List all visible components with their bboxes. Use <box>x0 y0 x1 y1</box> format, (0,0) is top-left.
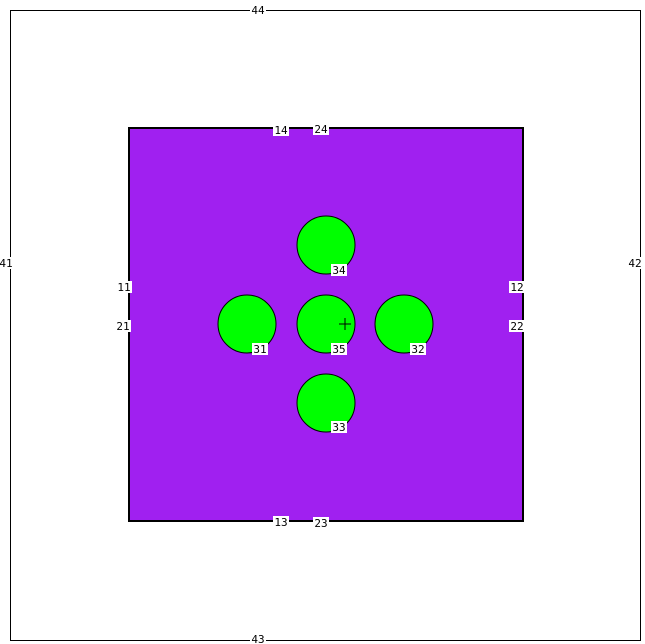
svg-text:34: 34 <box>332 264 346 277</box>
square-label-left-a: 11 <box>116 281 132 294</box>
svg-text:22: 22 <box>510 320 523 333</box>
outer-label-top: 44 <box>250 4 266 17</box>
svg-text:35: 35 <box>332 343 345 356</box>
svg-text:24: 24 <box>314 123 328 136</box>
circle-left <box>217 294 277 354</box>
svg-text:11: 11 <box>117 281 130 294</box>
svg-text:43: 43 <box>251 633 264 644</box>
circle-label-bottom: 33 <box>331 421 347 434</box>
svg-text:14: 14 <box>274 124 288 137</box>
outer-label-left: 41 <box>0 257 14 270</box>
circle-label-right: 32 <box>410 343 426 356</box>
svg-text:23: 23 <box>314 517 327 530</box>
circle-right <box>374 294 434 354</box>
svg-text:32: 32 <box>411 343 424 356</box>
svg-text:41: 41 <box>0 257 13 270</box>
outer-boundary <box>10 10 641 641</box>
square-label-top-a: 14 <box>273 124 289 137</box>
crosshair-icon <box>339 318 351 330</box>
outer-label-bottom: 43 <box>250 633 266 644</box>
outer-label-right: 42 <box>627 257 643 270</box>
square-label-left-b: 21 <box>115 320 131 333</box>
svg-text:21: 21 <box>116 320 129 333</box>
square-label-bottom-b: 23 <box>313 517 329 530</box>
square-label-right-b: 22 <box>509 320 525 333</box>
svg-text:44: 44 <box>251 4 265 17</box>
circle-top <box>296 215 356 275</box>
svg-text:12: 12 <box>510 281 523 294</box>
circle-label-top: 34 <box>331 264 347 277</box>
circle-center <box>296 294 356 354</box>
square-label-top-b: 24 <box>313 123 329 136</box>
square-label-bottom-a: 13 <box>273 516 289 529</box>
circle-label-left: 31 <box>252 343 268 356</box>
svg-text:13: 13 <box>274 516 287 529</box>
svg-text:33: 33 <box>332 421 345 434</box>
circle-bottom <box>296 373 356 433</box>
svg-text:31: 31 <box>253 343 266 356</box>
circle-label-center: 35 <box>331 343 347 356</box>
square-label-right-a: 12 <box>509 281 525 294</box>
svg-text:42: 42 <box>628 257 641 270</box>
